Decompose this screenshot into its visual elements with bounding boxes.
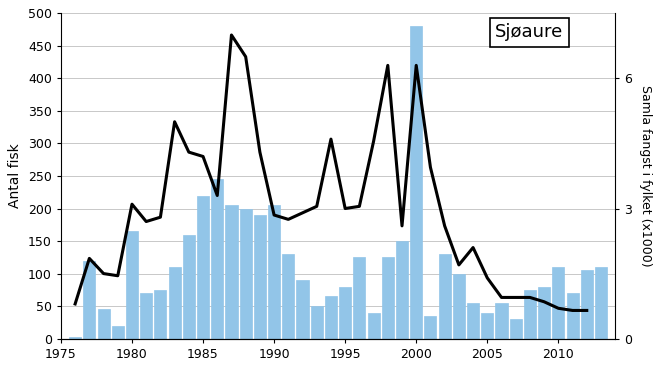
Bar xyxy=(538,287,550,339)
Bar xyxy=(268,205,280,339)
Text: Sjøaure: Sjøaure xyxy=(495,23,564,41)
Bar xyxy=(296,280,309,339)
Bar xyxy=(339,287,351,339)
Bar xyxy=(240,208,251,339)
Bar xyxy=(197,196,209,339)
Bar xyxy=(98,309,110,339)
Bar xyxy=(510,319,522,339)
Bar xyxy=(183,235,195,339)
Bar xyxy=(112,325,124,339)
Bar xyxy=(254,215,266,339)
Bar xyxy=(325,296,337,339)
Bar xyxy=(282,254,294,339)
Bar xyxy=(481,313,493,339)
Bar xyxy=(126,231,138,339)
Bar xyxy=(595,267,607,339)
Bar xyxy=(211,179,223,339)
Bar xyxy=(368,313,380,339)
Bar xyxy=(524,290,536,339)
Bar xyxy=(467,303,479,339)
Bar xyxy=(410,26,422,339)
Bar xyxy=(396,241,408,339)
Bar xyxy=(226,205,238,339)
Y-axis label: Antal fisk: Antal fisk xyxy=(9,144,22,208)
Bar xyxy=(496,303,508,339)
Bar xyxy=(453,273,465,339)
Bar xyxy=(311,306,323,339)
Y-axis label: Samla fangst i fylket (x1000): Samla fangst i fylket (x1000) xyxy=(639,85,651,267)
Bar xyxy=(581,270,593,339)
Bar xyxy=(69,337,81,339)
Bar xyxy=(381,257,394,339)
Bar xyxy=(154,290,166,339)
Bar xyxy=(424,316,436,339)
Bar xyxy=(353,257,366,339)
Bar xyxy=(566,293,579,339)
Bar xyxy=(552,267,564,339)
Bar xyxy=(168,267,181,339)
Bar xyxy=(83,261,96,339)
Bar xyxy=(439,254,451,339)
Bar xyxy=(140,293,152,339)
